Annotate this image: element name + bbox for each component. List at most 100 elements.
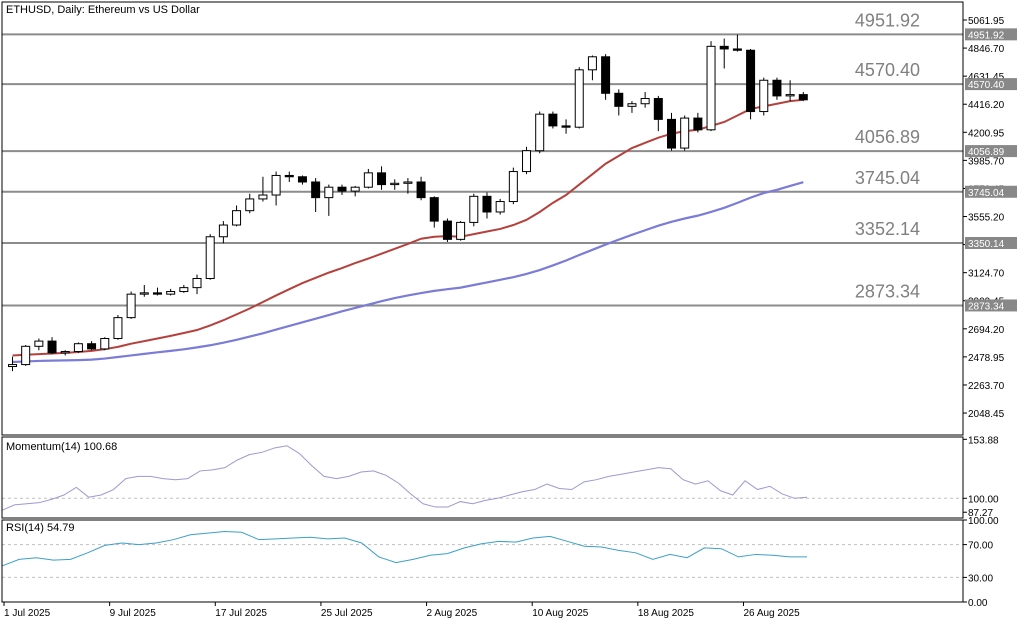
candle-body (232, 210, 242, 226)
candle-body (297, 176, 307, 183)
candle (535, 111, 545, 154)
candle-body (614, 92, 624, 107)
candle-body (324, 186, 334, 199)
candle-body (179, 287, 189, 293)
candle-body (113, 317, 123, 339)
candle (403, 178, 413, 194)
candle-body (469, 195, 479, 223)
candle-body (680, 117, 690, 149)
x-tick-label: 2 Aug 2025 (427, 608, 478, 619)
candle-body (390, 182, 400, 186)
candle-body (732, 48, 742, 51)
momentum-tick-label: 153.88 (968, 435, 999, 446)
level-price-tag (965, 28, 1017, 41)
candle-body (482, 195, 492, 213)
level-label: 4056.89 (855, 127, 920, 147)
candle (126, 291, 136, 319)
candle (8, 356, 17, 372)
candle-body (100, 337, 110, 350)
candle (601, 54, 611, 100)
candle (258, 176, 268, 202)
ma-slow-line (12, 181, 804, 364)
candle (732, 34, 742, 52)
candle-body (627, 103, 637, 107)
candle (166, 288, 176, 296)
candle (390, 179, 400, 190)
candle (680, 115, 690, 151)
y-tick-label: 4631.45 (968, 72, 1005, 83)
rsi-tick-label: 70.00 (968, 541, 993, 552)
candle-body (377, 172, 387, 186)
candle-body (772, 79, 782, 97)
candle-body (363, 172, 373, 188)
level-label: 4951.92 (855, 10, 920, 30)
candle (640, 91, 650, 108)
momentum-tick-label: 100.00 (968, 494, 999, 505)
candle (772, 77, 782, 100)
candle-body (653, 98, 663, 120)
y-tick-label: 4200.95 (968, 128, 1005, 139)
candle-body (139, 292, 149, 295)
level-label: 3745.04 (855, 168, 920, 188)
candle (429, 196, 439, 228)
candle (416, 176, 426, 201)
rsi-tick-label: 30.00 (968, 573, 993, 584)
candle-body (218, 224, 228, 238)
candle-body (60, 351, 70, 354)
x-tick-label: 18 Aug 2025 (638, 608, 695, 619)
candle (442, 218, 452, 242)
candle-body (152, 292, 162, 295)
candle-body (258, 194, 268, 200)
candle-body (640, 98, 650, 105)
rsi-title: RSI(14) 54.79 (6, 522, 74, 534)
candle (60, 350, 70, 356)
panel-frame (1, 519, 964, 603)
candle (34, 338, 44, 351)
level-price-tag-label: 3745.04 (968, 188, 1005, 199)
candle (87, 341, 97, 351)
candle-body (271, 174, 281, 196)
candle-body (8, 364, 17, 368)
y-tick-label: 3555.20 (968, 213, 1005, 224)
level-label: 2873.34 (855, 281, 920, 301)
candle-body (350, 186, 360, 192)
y-tick-label: 2263.70 (968, 381, 1005, 392)
candle (271, 171, 281, 206)
candle (548, 111, 558, 129)
candle-body (746, 49, 756, 113)
level-price-tag-label: 4570.40 (968, 80, 1005, 91)
level-price-tag (965, 145, 1017, 158)
candle-body (403, 181, 413, 184)
candle (232, 205, 242, 227)
candle (100, 337, 110, 351)
candle-body (337, 186, 347, 192)
candle-body (245, 198, 255, 212)
candle (21, 345, 31, 366)
candle-body (429, 197, 439, 222)
candle-body (495, 201, 505, 213)
candle-body (21, 345, 31, 366)
candle-body (34, 340, 44, 347)
candle (192, 274, 202, 295)
candle (482, 192, 492, 219)
candle-body (73, 343, 83, 353)
candle-body (574, 69, 584, 128)
x-tick-label: 9 Jul 2025 (110, 608, 157, 619)
y-tick-label: 4416.20 (968, 100, 1005, 111)
x-tick-label: 26 Aug 2025 (743, 608, 800, 619)
candle (667, 112, 676, 151)
y-tick-label: 3985.70 (968, 156, 1005, 167)
candle-body (535, 113, 545, 152)
candle-body (719, 45, 729, 50)
candle (719, 38, 729, 69)
candle-body (416, 181, 426, 199)
y-tick-label: 4846.70 (968, 44, 1005, 55)
candle (179, 285, 189, 293)
momentum-tick-label: 87.27 (968, 508, 993, 519)
candle (456, 221, 466, 241)
level-price-tag (965, 237, 1017, 250)
candle-body (601, 56, 611, 94)
level-price-tag-label: 3350.14 (968, 239, 1005, 250)
candle (245, 193, 255, 214)
